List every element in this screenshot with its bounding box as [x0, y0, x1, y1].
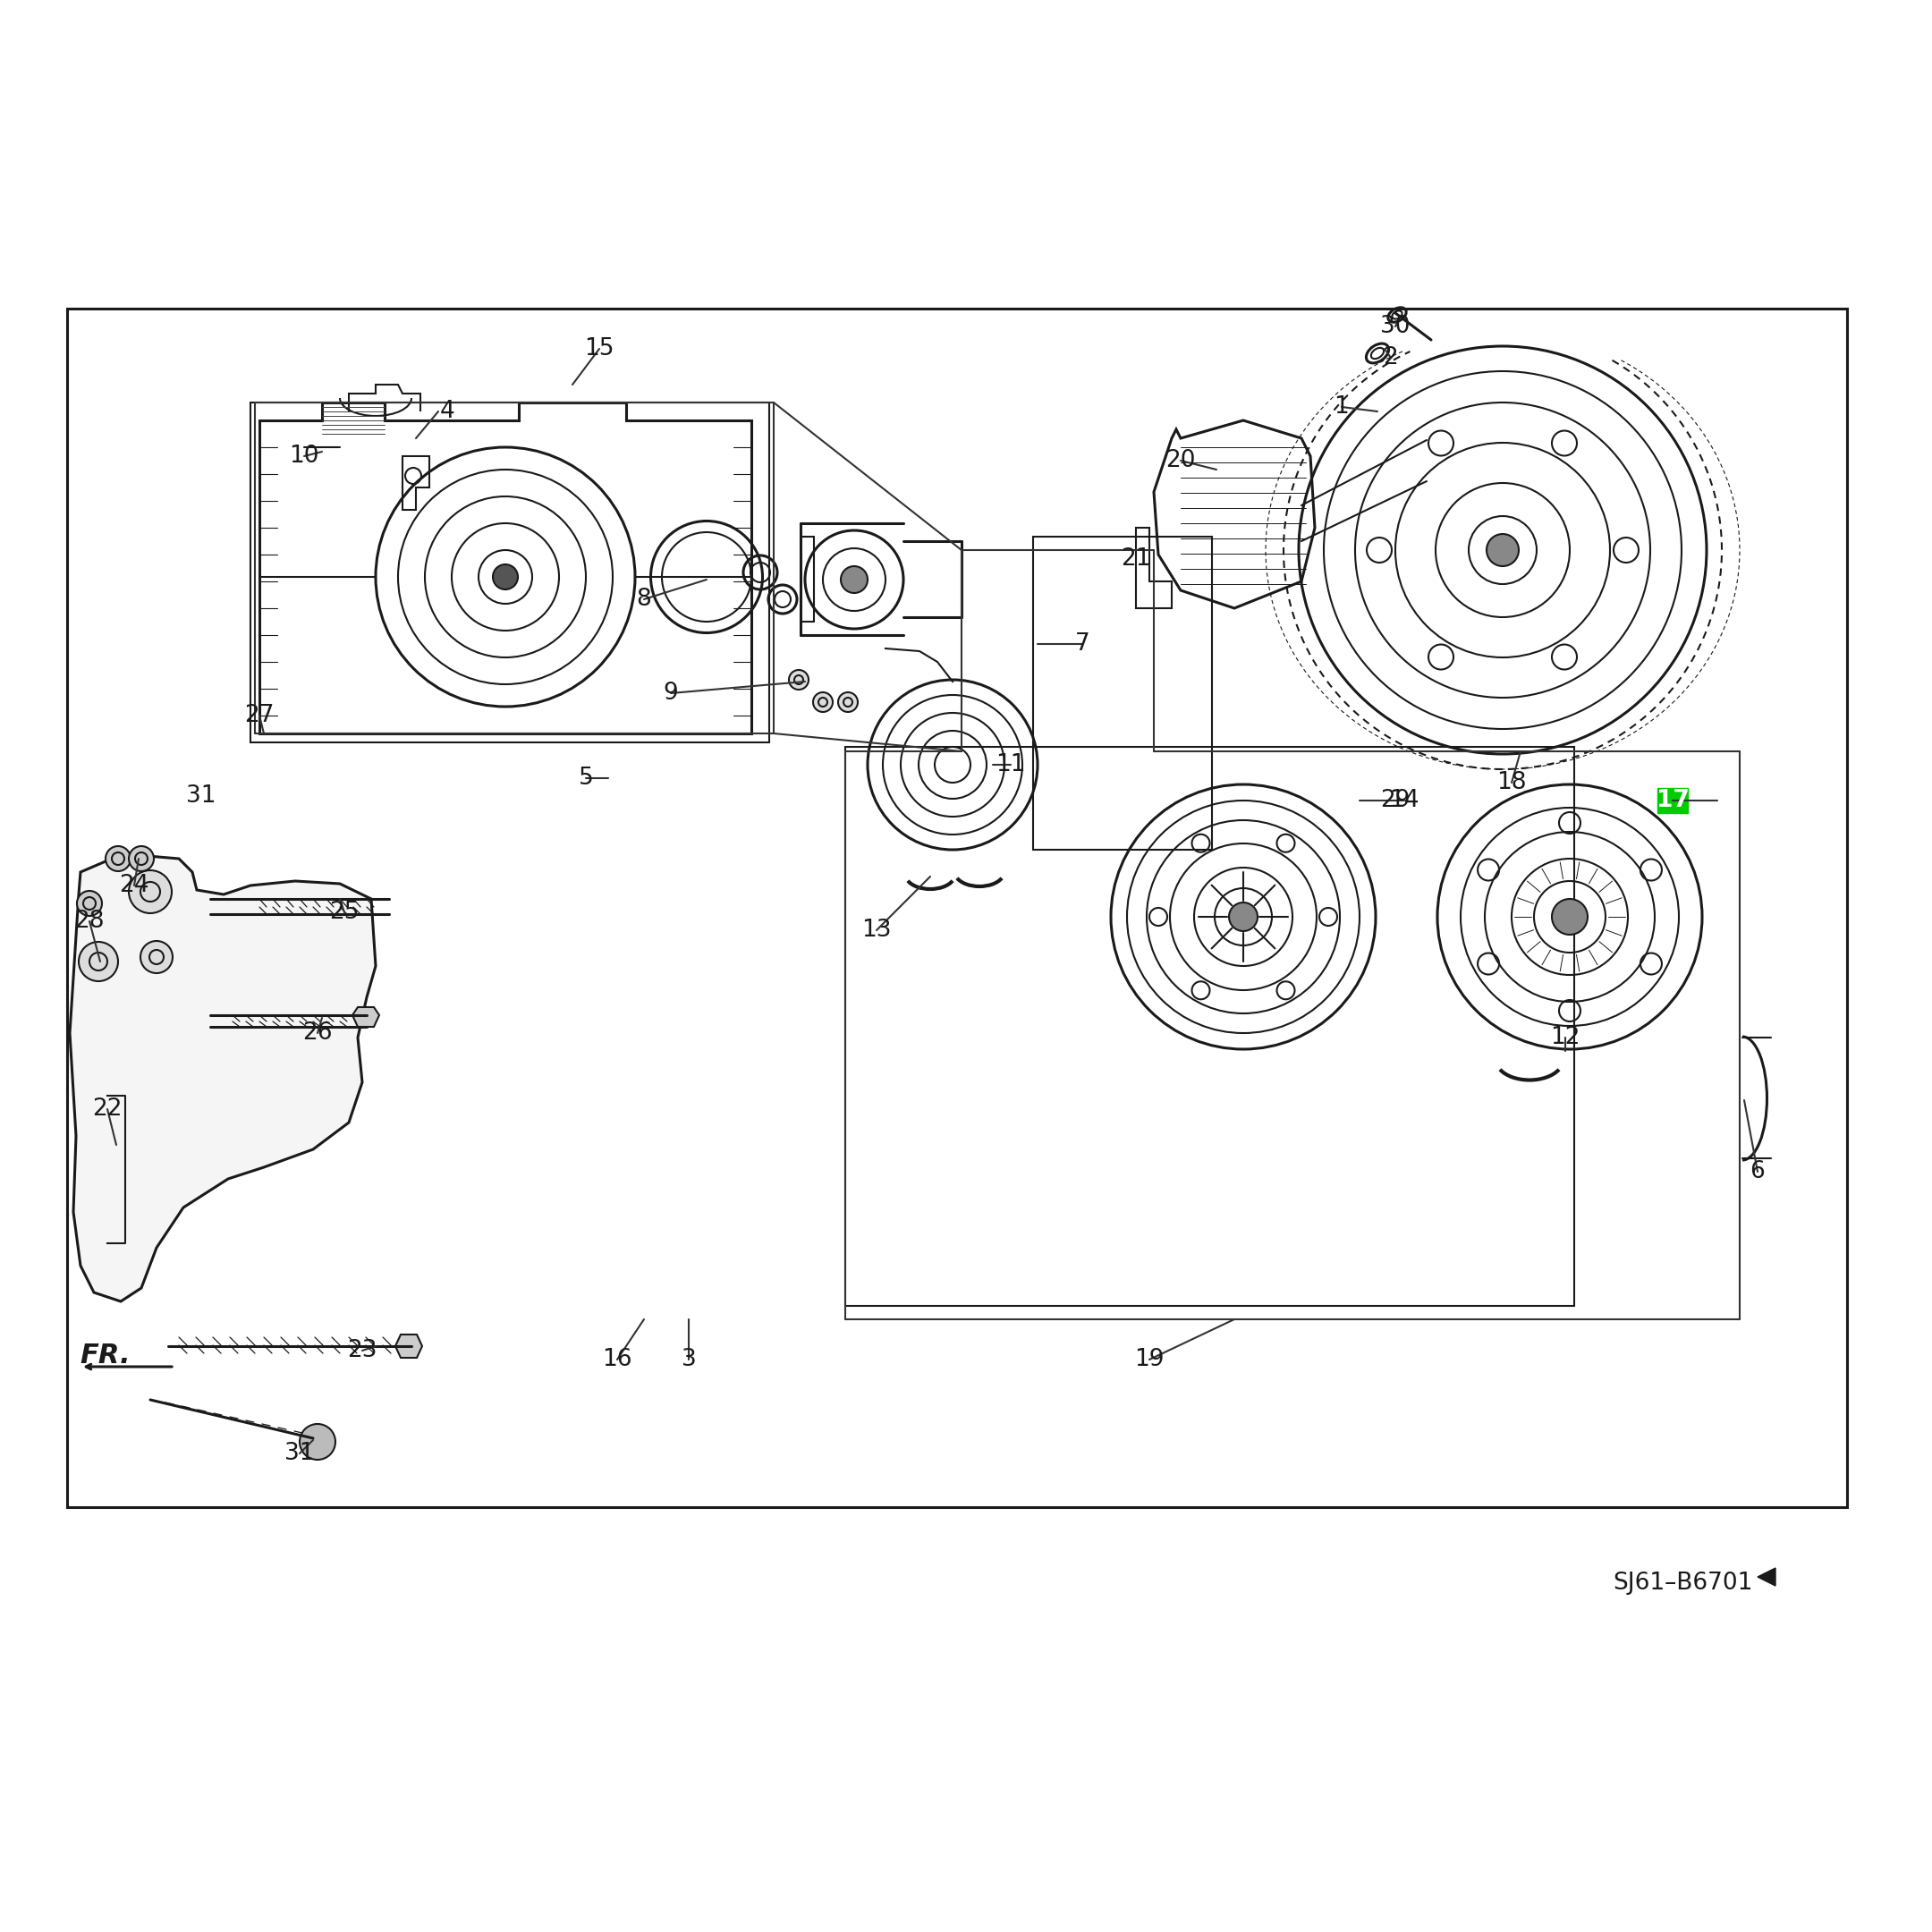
- Text: 30: 30: [1379, 315, 1410, 338]
- Text: 26: 26: [303, 1022, 332, 1045]
- Circle shape: [106, 846, 131, 871]
- Text: 14: 14: [1389, 788, 1420, 811]
- Text: 19: 19: [1134, 1349, 1165, 1372]
- Circle shape: [493, 564, 518, 589]
- Text: 10: 10: [290, 444, 319, 468]
- Circle shape: [1229, 902, 1258, 931]
- Circle shape: [299, 1424, 336, 1461]
- Text: FR.: FR.: [81, 1343, 131, 1368]
- Text: 21: 21: [1121, 547, 1151, 570]
- Circle shape: [838, 692, 858, 713]
- Circle shape: [129, 869, 172, 914]
- Text: 4: 4: [440, 400, 454, 423]
- Circle shape: [813, 692, 833, 713]
- Text: 31: 31: [185, 784, 216, 808]
- Polygon shape: [396, 1335, 423, 1358]
- Bar: [846, 748, 1575, 1306]
- Circle shape: [129, 846, 155, 871]
- Text: 17: 17: [1656, 788, 1689, 811]
- Bar: [68, 309, 1847, 1507]
- Text: 24: 24: [120, 873, 149, 896]
- Text: 31: 31: [284, 1441, 315, 1464]
- Text: 18: 18: [1497, 771, 1526, 794]
- Text: 3: 3: [682, 1349, 696, 1372]
- Text: 13: 13: [862, 918, 891, 941]
- Circle shape: [77, 891, 102, 916]
- Polygon shape: [1758, 1569, 1776, 1586]
- Text: 16: 16: [603, 1349, 632, 1372]
- Text: 7: 7: [1074, 632, 1090, 655]
- Circle shape: [141, 941, 172, 974]
- Text: 27: 27: [245, 703, 274, 726]
- Bar: [1034, 537, 1211, 850]
- Text: SJ61–B6701: SJ61–B6701: [1613, 1571, 1752, 1594]
- Text: 11: 11: [995, 753, 1026, 777]
- Text: 28: 28: [75, 910, 104, 933]
- Text: 12: 12: [1549, 1026, 1580, 1049]
- Text: 25: 25: [328, 900, 359, 923]
- Circle shape: [840, 566, 867, 593]
- Polygon shape: [70, 856, 375, 1302]
- Circle shape: [788, 670, 810, 690]
- Text: 29: 29: [1379, 788, 1410, 811]
- Text: 6: 6: [1750, 1159, 1766, 1182]
- Text: 5: 5: [578, 767, 593, 790]
- Text: 9: 9: [663, 682, 678, 705]
- Text: 2: 2: [1383, 346, 1399, 369]
- Text: 23: 23: [348, 1339, 377, 1362]
- Text: 22: 22: [93, 1097, 122, 1121]
- Polygon shape: [352, 1007, 379, 1026]
- Text: 15: 15: [583, 338, 614, 361]
- FancyBboxPatch shape: [1658, 788, 1689, 813]
- Circle shape: [79, 941, 118, 981]
- Bar: [251, 402, 769, 742]
- Text: 8: 8: [636, 587, 651, 611]
- Text: 1: 1: [1335, 396, 1349, 419]
- Circle shape: [1551, 898, 1588, 935]
- Circle shape: [1486, 533, 1519, 566]
- Text: 20: 20: [1165, 448, 1196, 471]
